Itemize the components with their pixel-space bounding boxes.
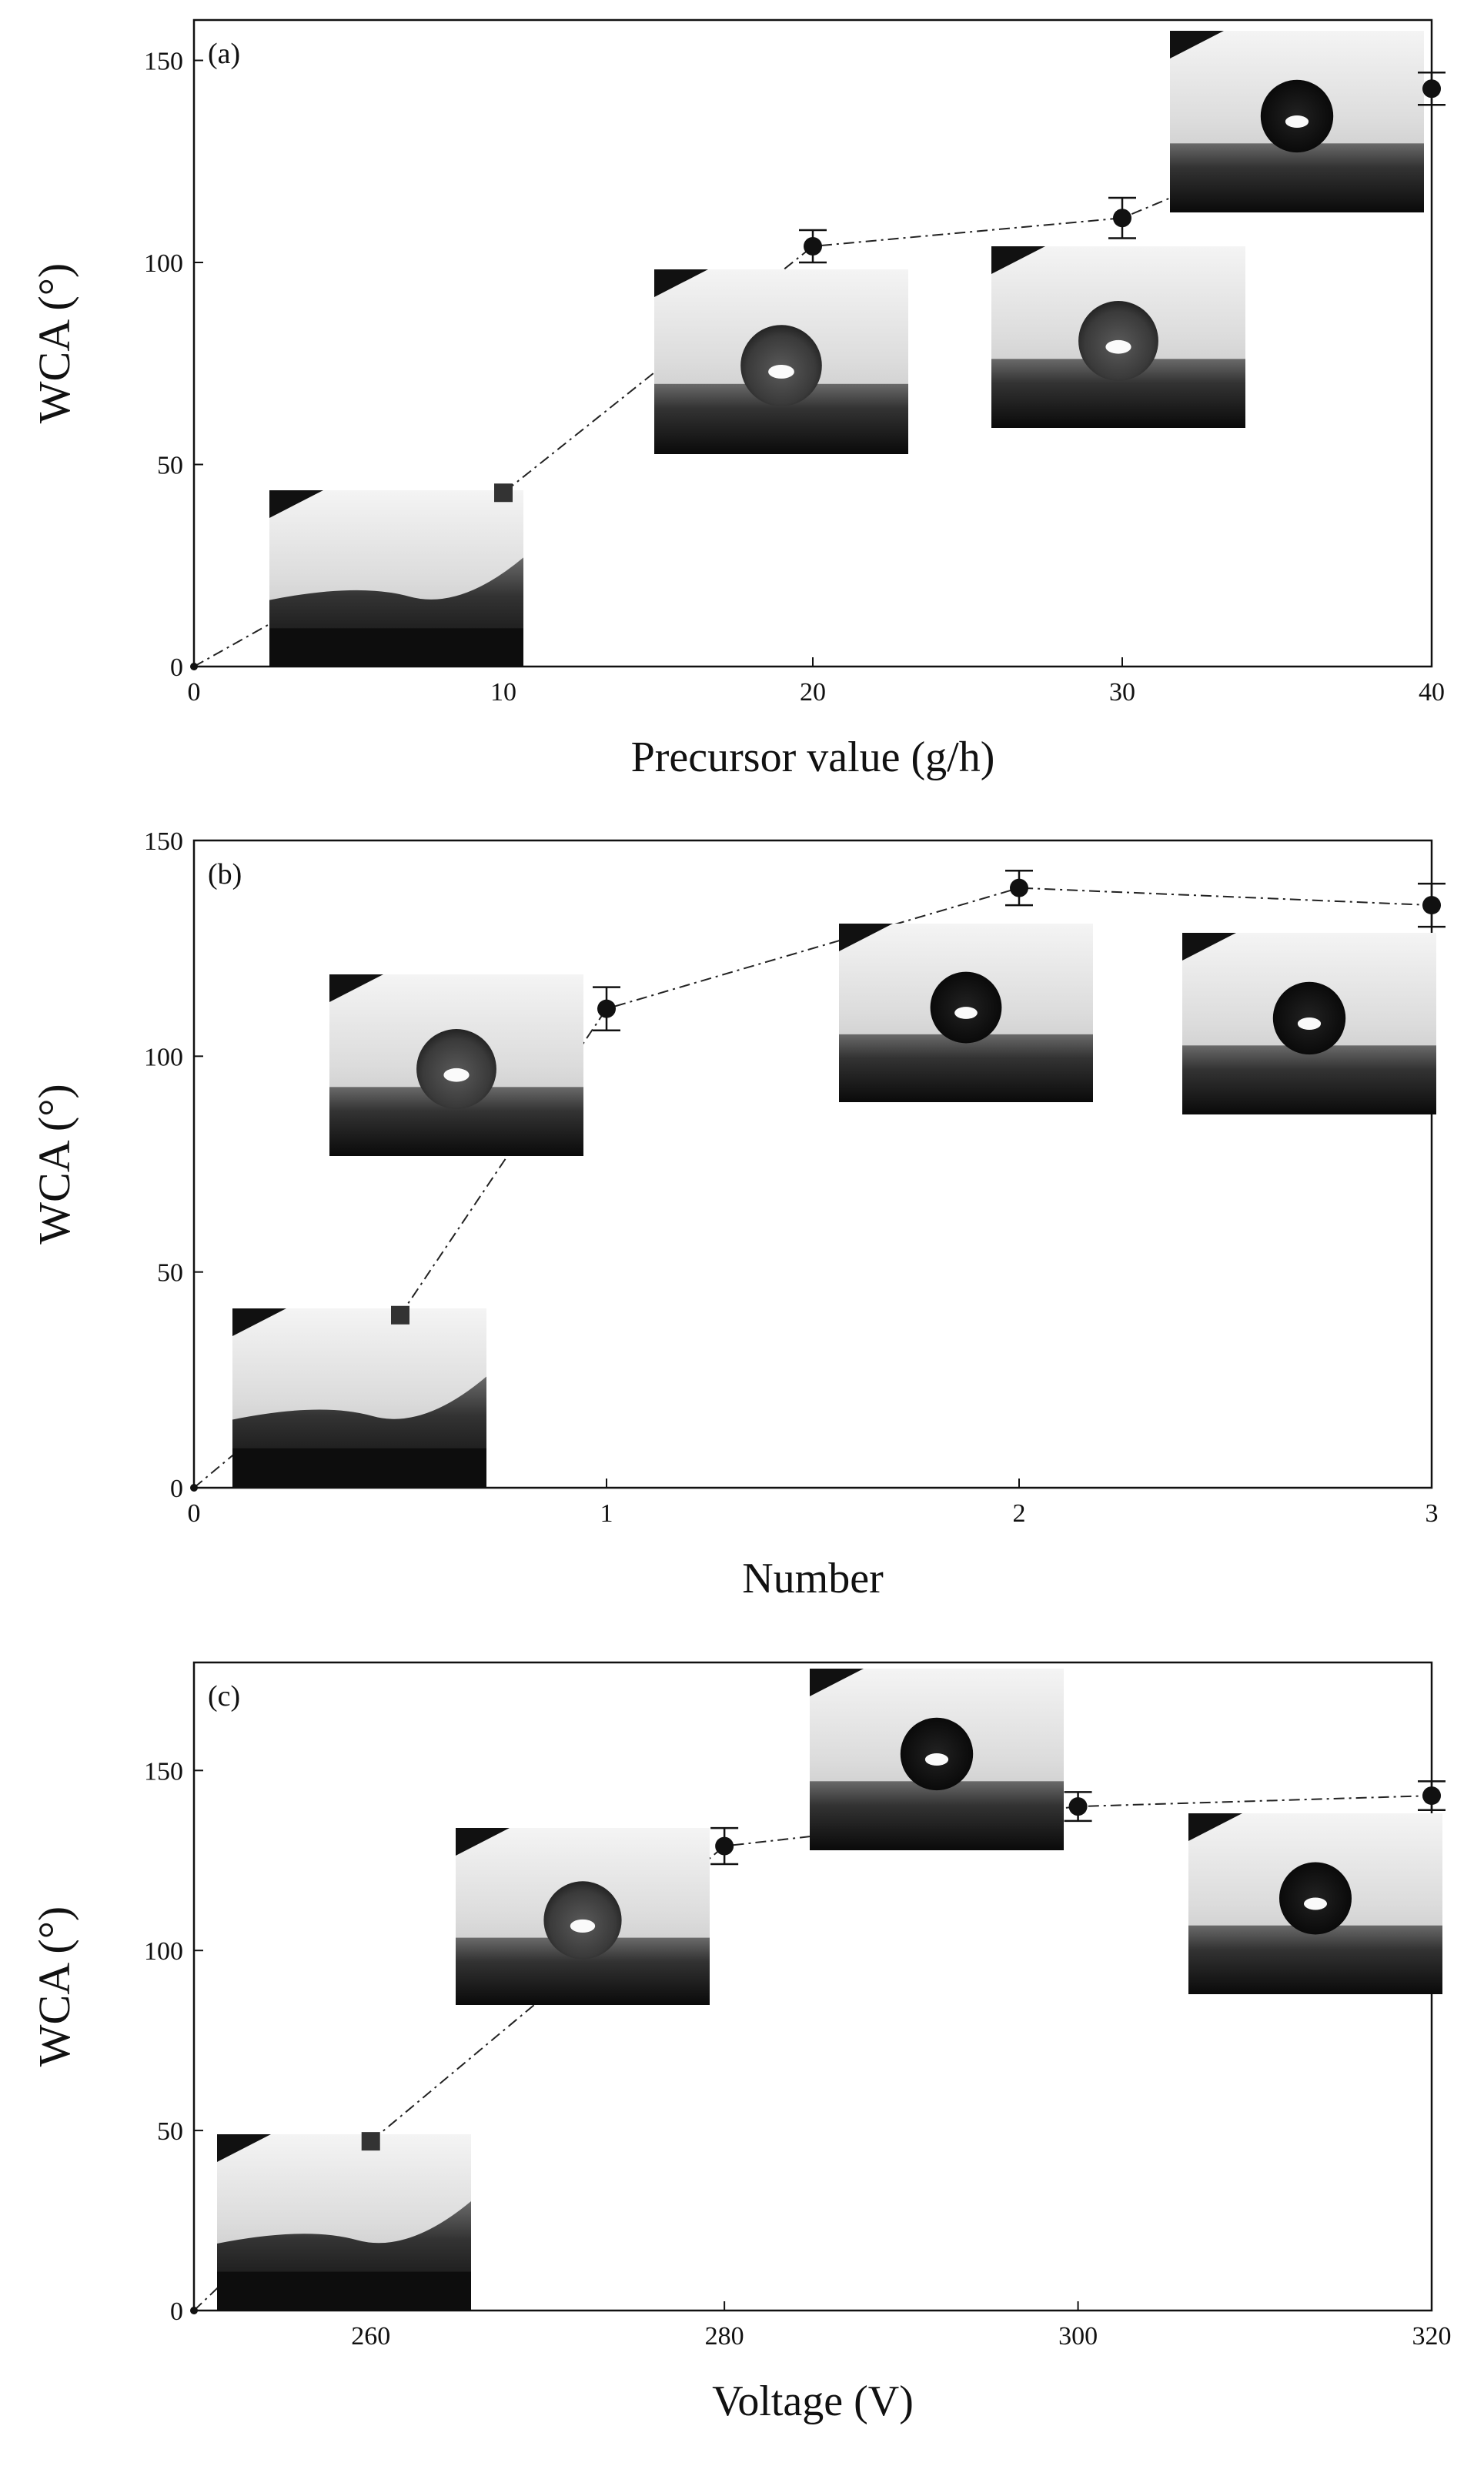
inset-substrate (269, 628, 523, 667)
data-point (1422, 896, 1441, 915)
inset-corner (217, 2134, 271, 2162)
inset-substrate (1182, 1045, 1436, 1114)
x-axis-title: Number (742, 1555, 884, 1602)
y-axis-title: WCA (°) (29, 1906, 79, 2067)
panel-label: (a) (208, 38, 240, 70)
inset-corner (991, 246, 1045, 274)
data-point (1068, 1797, 1088, 1816)
plot-frame (192, 839, 1433, 1489)
inset-droplet-highlight (954, 1007, 978, 1019)
inset-photo (991, 246, 1245, 428)
inset-corner (810, 1669, 864, 1696)
inset-corner (1170, 31, 1224, 58)
y-tick-label: 150 (144, 827, 183, 856)
inset-corner (232, 1308, 286, 1336)
y-tick-label: 50 (157, 1259, 183, 1288)
chart-panel: 0 10 20 30 40 0 50 100 150 Precursor value (g/h) W… (29, 18, 1446, 781)
data-point (804, 237, 822, 256)
data-point (361, 2132, 380, 2151)
x-tick-label: 1 (600, 1499, 613, 1528)
inset-corner (329, 974, 383, 1002)
inset-corner (1182, 933, 1236, 961)
chart-panel: 260 280 300 320 0 50 100 150 Voltage (V) WCA (°) (… (29, 1661, 1452, 2425)
inset-droplet-highlight (1303, 1897, 1328, 1910)
y-tick-label: 150 (144, 48, 183, 76)
data-point (597, 999, 616, 1018)
y-tick-label: 50 (157, 452, 183, 480)
x-tick-label: 30 (1109, 678, 1135, 707)
panel-label: (c) (208, 1680, 240, 1712)
x-axis-title: Precursor value (g/h) (631, 733, 995, 781)
y-axis-title: WCA (°) (29, 1084, 79, 1244)
data-point (1422, 79, 1441, 99)
inset-substrate (1170, 143, 1424, 212)
inset-corner (269, 490, 323, 518)
inset-photo (456, 1828, 710, 2005)
inset-droplet-highlight (1297, 1017, 1322, 1031)
inset-photo (839, 924, 1093, 1102)
x-tick-label: 320 (1412, 2322, 1452, 2351)
panel-label: (b) (208, 858, 242, 890)
x-tick-label: 40 (1419, 678, 1445, 707)
y-axis-title: WCA (°) (29, 263, 79, 423)
y-tick-label: 0 (170, 2297, 183, 2326)
x-tick-label: 20 (800, 678, 826, 707)
y-tick-label: 100 (144, 1043, 183, 1071)
x-tick-label: 3 (1426, 1499, 1439, 1528)
inset-corner (456, 1828, 510, 1856)
y-tick-label: 50 (157, 2117, 183, 2146)
inset-substrate (839, 1034, 1093, 1102)
inset-substrate (232, 1448, 486, 1488)
inset-droplet-highlight (924, 1753, 949, 1766)
inset-photo (1170, 31, 1424, 212)
x-tick-label: 10 (490, 678, 516, 707)
data-point (1113, 209, 1131, 228)
inset-corner (654, 269, 708, 297)
data-point (190, 663, 198, 670)
inset-substrate (810, 1781, 1064, 1850)
data-point (1010, 878, 1028, 897)
inset-droplet-highlight (768, 364, 794, 379)
inset-photo (1188, 1813, 1442, 1994)
inset-photo (1182, 933, 1436, 1114)
inset-photo (269, 490, 523, 667)
y-tick-label: 100 (144, 1937, 183, 1966)
y-tick-label: 150 (144, 1757, 183, 1786)
data-point (190, 1484, 198, 1492)
inset-corner (1188, 1813, 1242, 1841)
x-tick-label: 260 (351, 2322, 390, 2351)
inset-substrate (217, 2271, 471, 2311)
inset-corner (839, 924, 893, 951)
data-point (1422, 1786, 1441, 1806)
inset-droplet-highlight (1285, 115, 1309, 129)
data-point (190, 2307, 198, 2314)
x-tick-label: 0 (188, 1499, 201, 1528)
inset-photo (232, 1308, 486, 1488)
x-tick-label: 0 (188, 678, 201, 707)
y-tick-label: 100 (144, 249, 183, 278)
chart-panel: 0 1 2 3 0 50 100 150 Number WCA (°) (b) (29, 827, 1446, 1602)
inset-photo (217, 2134, 471, 2311)
y-tick-label: 0 (170, 1475, 183, 1503)
inset-droplet-highlight (570, 1919, 596, 1933)
inset-photo (810, 1669, 1064, 1850)
x-tick-label: 2 (1013, 1499, 1026, 1528)
data-point (715, 1836, 734, 1856)
x-axis-title: Voltage (V) (712, 2377, 914, 2425)
data-point (494, 483, 513, 503)
inset-substrate (1188, 1925, 1442, 1994)
x-tick-label: 280 (705, 2322, 744, 2351)
inset-photo (329, 974, 583, 1156)
inset-droplet-highlight (443, 1068, 470, 1082)
y-tick-label: 0 (170, 653, 183, 682)
data-point (391, 1305, 409, 1325)
inset-droplet-highlight (1105, 339, 1131, 354)
inset-photo (654, 269, 908, 454)
x-tick-label: 300 (1058, 2322, 1098, 2351)
